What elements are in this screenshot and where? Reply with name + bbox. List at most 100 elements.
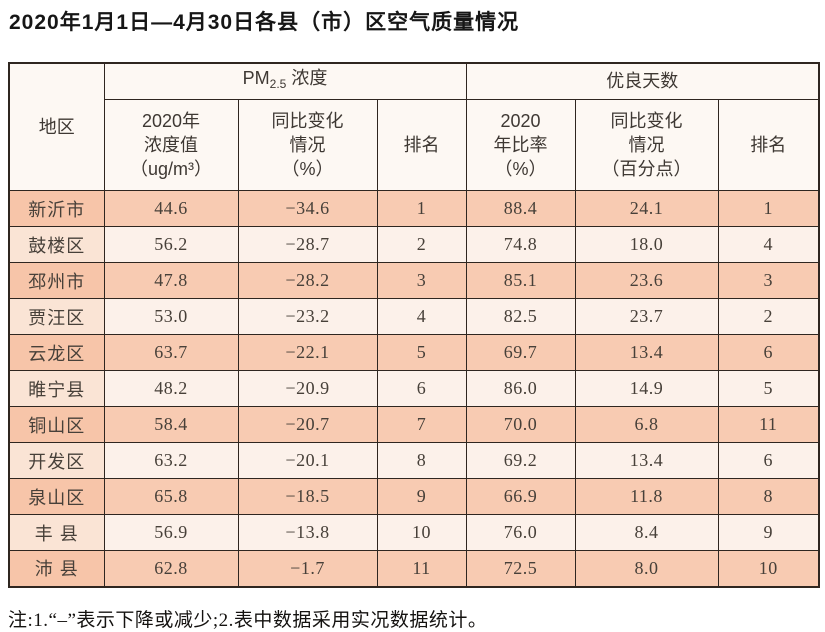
footnote: 注:1.“–”表示下降或减少;2.表中数据采用实况数据统计。 [8,609,488,631]
good-rank-cell: 6 [717,334,820,371]
region-cell: 鼓楼区 [8,226,105,263]
good-rank-cell: 8 [717,478,820,515]
header-group-row: 地区 PM2.5 浓度 优良天数 [8,62,820,191]
good-ratio-cell: 69.7 [465,334,576,371]
pm-value-cell: 62.8 [103,550,239,587]
region-cell: 云龙区 [8,334,105,371]
pm-rank-cell: 1 [376,190,467,227]
pm-change-cell: −18.5 [237,478,378,515]
pm-change-cell: −13.8 [237,514,378,551]
good-rank-cell: 11 [717,406,820,443]
good-change-cell: 24.1 [574,190,719,227]
pm-rank-cell: 5 [376,334,467,371]
pm-value-cell: 58.4 [103,406,239,443]
region-cell: 泉山区 [8,478,105,515]
good-ratio-cell: 66.9 [465,478,576,515]
region-cell: 新沂市 [8,190,105,227]
pm-value-cell: 63.7 [103,334,239,371]
pm-value-cell: 53.0 [103,298,239,335]
region-cell: 邳州市 [8,262,105,299]
table-row: 铜山区 58.4 −20.7 7 70.0 6.8 11 [8,406,820,443]
good-rank-cell: 9 [717,514,820,551]
pm-rank-cell: 11 [376,550,467,587]
header-good-rank: 排名 [717,99,820,191]
pm-value-cell: 56.2 [103,226,239,263]
pm-change-cell: −28.7 [237,226,378,263]
good-change-cell: 8.4 [574,514,719,551]
pm-change-cell: −22.1 [237,334,378,371]
good-change-cell: 13.4 [574,442,719,479]
pm-rank-cell: 2 [376,226,467,263]
pm-change-cell: −23.2 [237,298,378,335]
good-change-cell: 14.9 [574,370,719,407]
good-rank-cell: 6 [717,442,820,479]
good-rank-cell: 1 [717,190,820,227]
table-row: 邳州市 47.8 −28.2 3 85.1 23.6 3 [8,262,820,299]
good-rank-cell: 10 [717,550,820,587]
pm-rank-cell: 8 [376,442,467,479]
pm-change-cell: −20.1 [237,442,378,479]
pm-value-cell: 47.8 [103,262,239,299]
region-cell: 睢宁县 [8,370,105,407]
pm-rank-cell: 9 [376,478,467,515]
good-change-cell: 8.0 [574,550,719,587]
pm-rank-cell: 10 [376,514,467,551]
good-rank-cell: 5 [717,370,820,407]
good-ratio-cell: 82.5 [465,298,576,335]
table-row: 泉山区 65.8 −18.5 9 66.9 11.8 8 [8,478,820,515]
region-cell: 开发区 [8,442,105,479]
table-row: 鼓楼区 56.2 −28.7 2 74.8 18.0 4 [8,226,820,263]
header-good-change: 同比变化 情况 （百分点） [574,99,719,191]
region-cell: 沛 县 [8,550,105,587]
table-row: 开发区 63.2 −20.1 8 69.2 13.4 6 [8,442,820,479]
good-change-cell: 13.4 [574,334,719,371]
good-ratio-cell: 72.5 [465,550,576,587]
good-ratio-cell: 70.0 [465,406,576,443]
region-cell: 贾汪区 [8,298,105,335]
pm-value-cell: 44.6 [103,190,239,227]
pm-value-cell: 65.8 [103,478,239,515]
pm25-label-subscript: 2.5 [269,77,287,91]
pm25-label-suffix: 浓度 [286,68,328,88]
pm-rank-cell: 7 [376,406,467,443]
good-change-cell: 6.8 [574,406,719,443]
table-row: 沛 县 62.8 −1.7 11 72.5 8.0 10 [8,550,820,587]
region-cell: 铜山区 [8,406,105,443]
header-sub-row: 2020年 浓度值 （ug/m³） 同比变化 情况 （%） 排名 2020 年比… [9,99,820,191]
pm-rank-cell: 4 [376,298,467,335]
good-rank-cell: 4 [717,226,820,263]
header-good-ratio: 2020 年比率 （%） [465,99,576,191]
pm-change-cell: −28.2 [237,262,378,299]
air-quality-table: 地区 PM2.5 浓度 优良天数 2020年 浓度值 （ug/m³） 同比变化 … [8,62,821,588]
good-change-cell: 18.0 [574,226,719,263]
table-row: 云龙区 63.7 −22.1 5 69.7 13.4 6 [8,334,820,371]
header-pm-rank: 排名 [376,99,467,191]
page-title: 2020年1月1日—4月30日各县（市）区空气质量情况 [9,11,520,34]
header-good-days-group: 优良天数 [465,62,820,100]
table-row: 新沂市 44.6 −34.6 1 88.4 24.1 1 [8,190,820,227]
pm-change-cell: −34.6 [237,190,378,227]
pm-change-cell: −20.9 [237,370,378,407]
good-change-cell: 23.6 [574,262,719,299]
good-ratio-cell: 85.1 [465,262,576,299]
table-row: 丰 县 56.9 −13.8 10 76.0 8.4 9 [8,514,820,551]
good-ratio-cell: 86.0 [465,370,576,407]
pm-change-cell: −20.7 [237,406,378,443]
pm-rank-cell: 6 [376,370,467,407]
header-pm25-group: PM2.5 浓度 [103,62,467,100]
good-change-cell: 23.7 [574,298,719,335]
good-ratio-cell: 88.4 [465,190,576,227]
good-ratio-cell: 76.0 [465,514,576,551]
good-rank-cell: 3 [717,262,820,299]
header-pm-change: 同比变化 情况 （%） [237,99,378,191]
header-pm-value: 2020年 浓度值 （ug/m³） [103,99,239,191]
pm-value-cell: 56.9 [103,514,239,551]
pm25-label-prefix: PM [242,68,270,88]
pm-value-cell: 63.2 [103,442,239,479]
good-change-cell: 11.8 [574,478,719,515]
good-ratio-cell: 74.8 [465,226,576,263]
pm-change-cell: −1.7 [237,550,378,587]
region-cell: 丰 县 [8,514,105,551]
pm-value-cell: 48.2 [103,370,239,407]
